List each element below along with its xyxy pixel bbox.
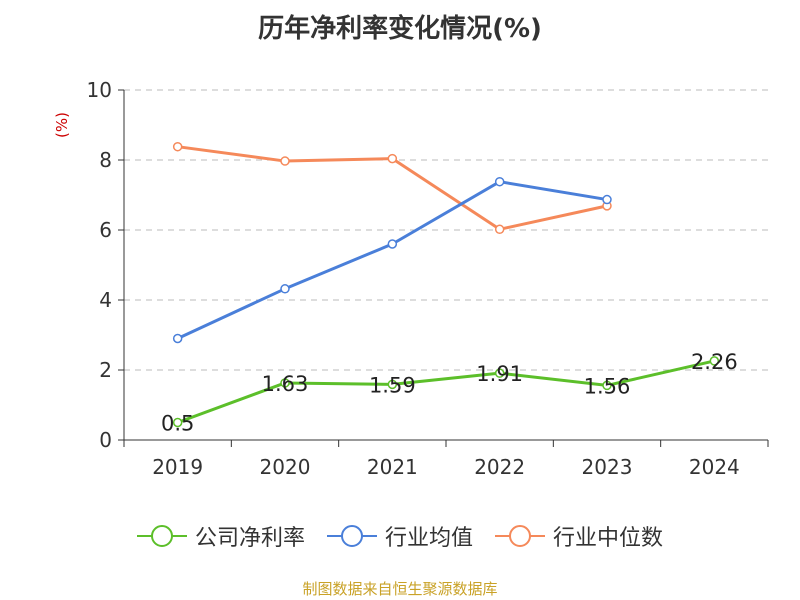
y-tick-label: 2 xyxy=(99,358,112,382)
data-point xyxy=(280,378,290,388)
data-point xyxy=(172,141,183,152)
data-label: 0.5 xyxy=(161,412,194,436)
x-tick-label: 2022 xyxy=(474,455,525,479)
x-tick-label: 2019 xyxy=(152,455,203,479)
legend-marker-icon xyxy=(326,525,377,547)
data-point xyxy=(172,333,183,344)
data-point xyxy=(494,176,505,187)
legend-item[interactable]: 行业中位数 xyxy=(495,520,663,552)
data-label: 1.56 xyxy=(584,374,631,398)
data-point xyxy=(172,417,183,428)
x-tick-label: 2020 xyxy=(260,455,311,479)
series-line xyxy=(177,180,608,340)
series-line xyxy=(177,359,715,424)
legend-label: 行业均值 xyxy=(384,526,473,551)
y-tick-label: 6 xyxy=(99,218,112,242)
legend-label: 行业中位数 xyxy=(553,526,664,551)
x-tick-label: 2023 xyxy=(582,455,633,479)
data-point xyxy=(494,224,505,235)
data-label: 1.59 xyxy=(369,373,416,397)
chart-legend: 公司净利率 行业均值 行业中位数 xyxy=(0,520,800,552)
x-tick-label: 2021 xyxy=(367,455,418,479)
legend-label: 公司净利率 xyxy=(194,526,305,551)
y-axis-label: (%) xyxy=(53,112,71,138)
y-tick-label: 8 xyxy=(99,148,112,172)
data-point xyxy=(709,356,720,366)
data-point xyxy=(602,380,612,391)
y-tick-label: 0 xyxy=(99,428,112,452)
data-label: 1.63 xyxy=(262,372,309,396)
data-point xyxy=(387,379,398,390)
data-point xyxy=(387,153,398,164)
legend-marker-icon xyxy=(495,525,545,547)
legend-marker-icon xyxy=(136,525,187,547)
x-tick-label: 2024 xyxy=(689,455,740,479)
y-tick-label: 10 xyxy=(87,78,112,102)
data-point xyxy=(387,239,398,249)
data-source-note: 制图数据来自恒生聚源数据库 xyxy=(302,580,498,598)
data-point xyxy=(494,368,505,378)
legend-item[interactable]: 公司净利率 xyxy=(136,520,305,552)
y-tick-label: 4 xyxy=(99,288,112,312)
data-point xyxy=(280,156,290,166)
data-point xyxy=(602,194,612,205)
legend-item[interactable]: 行业均值 xyxy=(326,520,473,552)
data-point xyxy=(280,284,290,294)
chart-title: 历年净利率变化情况(%) xyxy=(258,14,542,44)
data-label: 1.91 xyxy=(476,362,523,386)
data-label: 2.26 xyxy=(691,350,738,374)
